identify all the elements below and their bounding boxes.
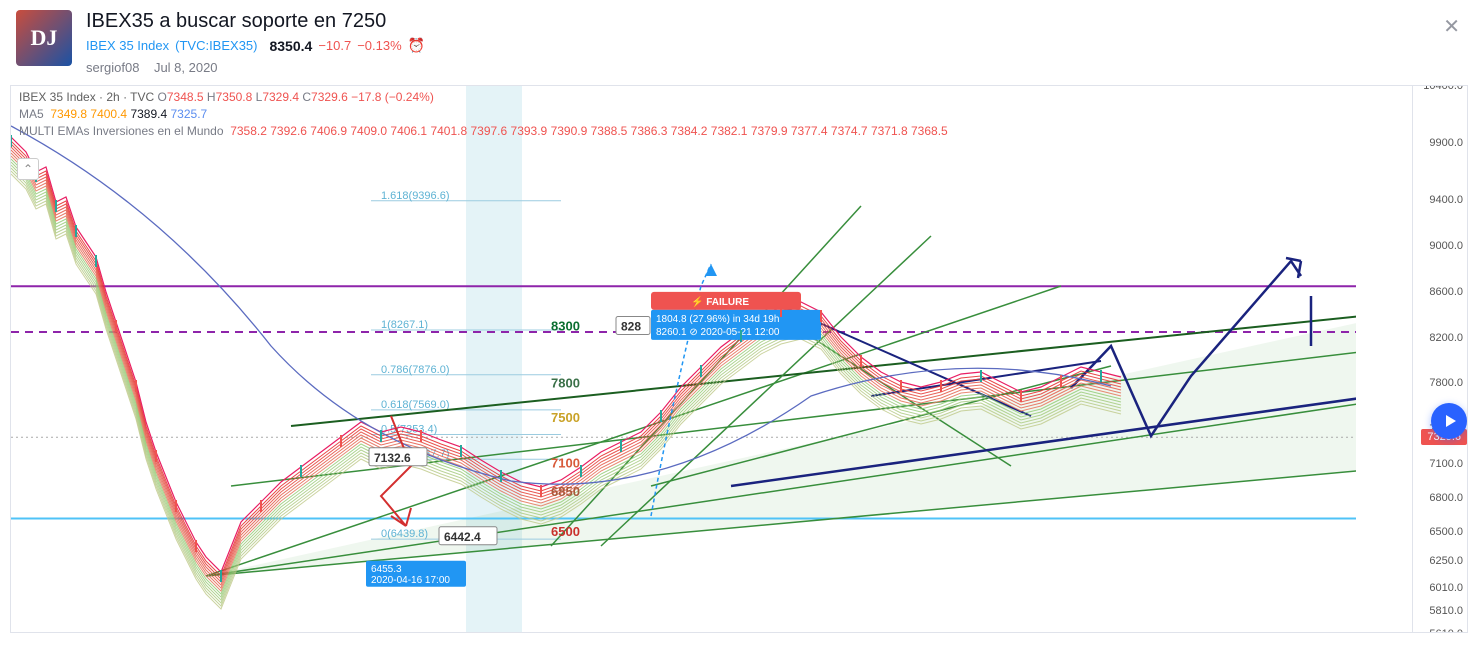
svg-text:1804.8 (27.96%) in 34d 19h: 1804.8 (27.96%) in 34d 19h bbox=[656, 314, 779, 325]
svg-text:0(6439.8): 0(6439.8) bbox=[381, 528, 428, 540]
change-abs: −10.7 bbox=[318, 38, 351, 53]
svg-text:8260.1 ⊘ 2020-05-21 12:00: 8260.1 ⊘ 2020-05-21 12:00 bbox=[656, 327, 780, 338]
play-button[interactable] bbox=[1431, 403, 1467, 439]
svg-text:1.618(9396.6): 1.618(9396.6) bbox=[381, 190, 450, 202]
ticker-symbol[interactable]: (TVC:IBEX35) bbox=[175, 38, 257, 53]
close-icon[interactable]: ✕ bbox=[1443, 14, 1460, 39]
publish-date: Jul 8, 2020 bbox=[154, 60, 218, 75]
svg-text:7800: 7800 bbox=[551, 375, 580, 390]
svg-text:2020-04-16 17:00: 2020-04-16 17:00 bbox=[371, 575, 450, 586]
price-axis: 10400.09900.09400.09000.08600.08200.0780… bbox=[1412, 86, 1467, 632]
svg-text:828: 828 bbox=[621, 320, 641, 334]
svg-text:6500: 6500 bbox=[551, 524, 580, 539]
last-price: 8350.4 bbox=[269, 38, 312, 54]
chart-area[interactable]: 1.618(9396.6) 1(8267.1) 0.786(7876.0) 0.618… bbox=[11, 86, 1412, 632]
svg-text:7100: 7100 bbox=[551, 456, 580, 471]
svg-text:6455.3: 6455.3 bbox=[371, 564, 402, 575]
alarm-icon[interactable]: ⏰ bbox=[408, 37, 425, 54]
svg-text:7132.6: 7132.6 bbox=[374, 451, 411, 465]
chart-svg: 1.618(9396.6) 1(8267.1) 0.786(7876.0) 0.618… bbox=[11, 86, 1356, 633]
svg-text:1(8267.1): 1(8267.1) bbox=[381, 319, 428, 331]
svg-text:6442.4: 6442.4 bbox=[444, 530, 481, 544]
chart-legend: IBEX 35 Index · 2h · TVC O7348.5 H7350.8… bbox=[19, 90, 948, 141]
chart-container[interactable]: IBEX 35 Index · 2h · TVC O7348.5 H7350.8… bbox=[10, 85, 1468, 633]
avatar: DJ bbox=[16, 10, 72, 66]
ticker-name[interactable]: IBEX 35 Index bbox=[86, 38, 169, 53]
post-title: IBEX35 a buscar soporte en 7250 bbox=[86, 10, 1462, 33]
change-pct: −0.13% bbox=[357, 38, 401, 53]
svg-text:7500: 7500 bbox=[551, 410, 580, 425]
svg-text:8300: 8300 bbox=[551, 318, 580, 333]
author[interactable]: sergiof08 bbox=[86, 60, 139, 75]
svg-text:⚡ FAILURE: ⚡ FAILURE bbox=[691, 295, 749, 308]
expand-icon[interactable]: ⌃ bbox=[17, 158, 39, 180]
svg-text:0.618(7569.0): 0.618(7569.0) bbox=[381, 399, 450, 411]
svg-text:0.786(7876.0): 0.786(7876.0) bbox=[381, 364, 450, 376]
svg-text:6850: 6850 bbox=[551, 484, 580, 499]
